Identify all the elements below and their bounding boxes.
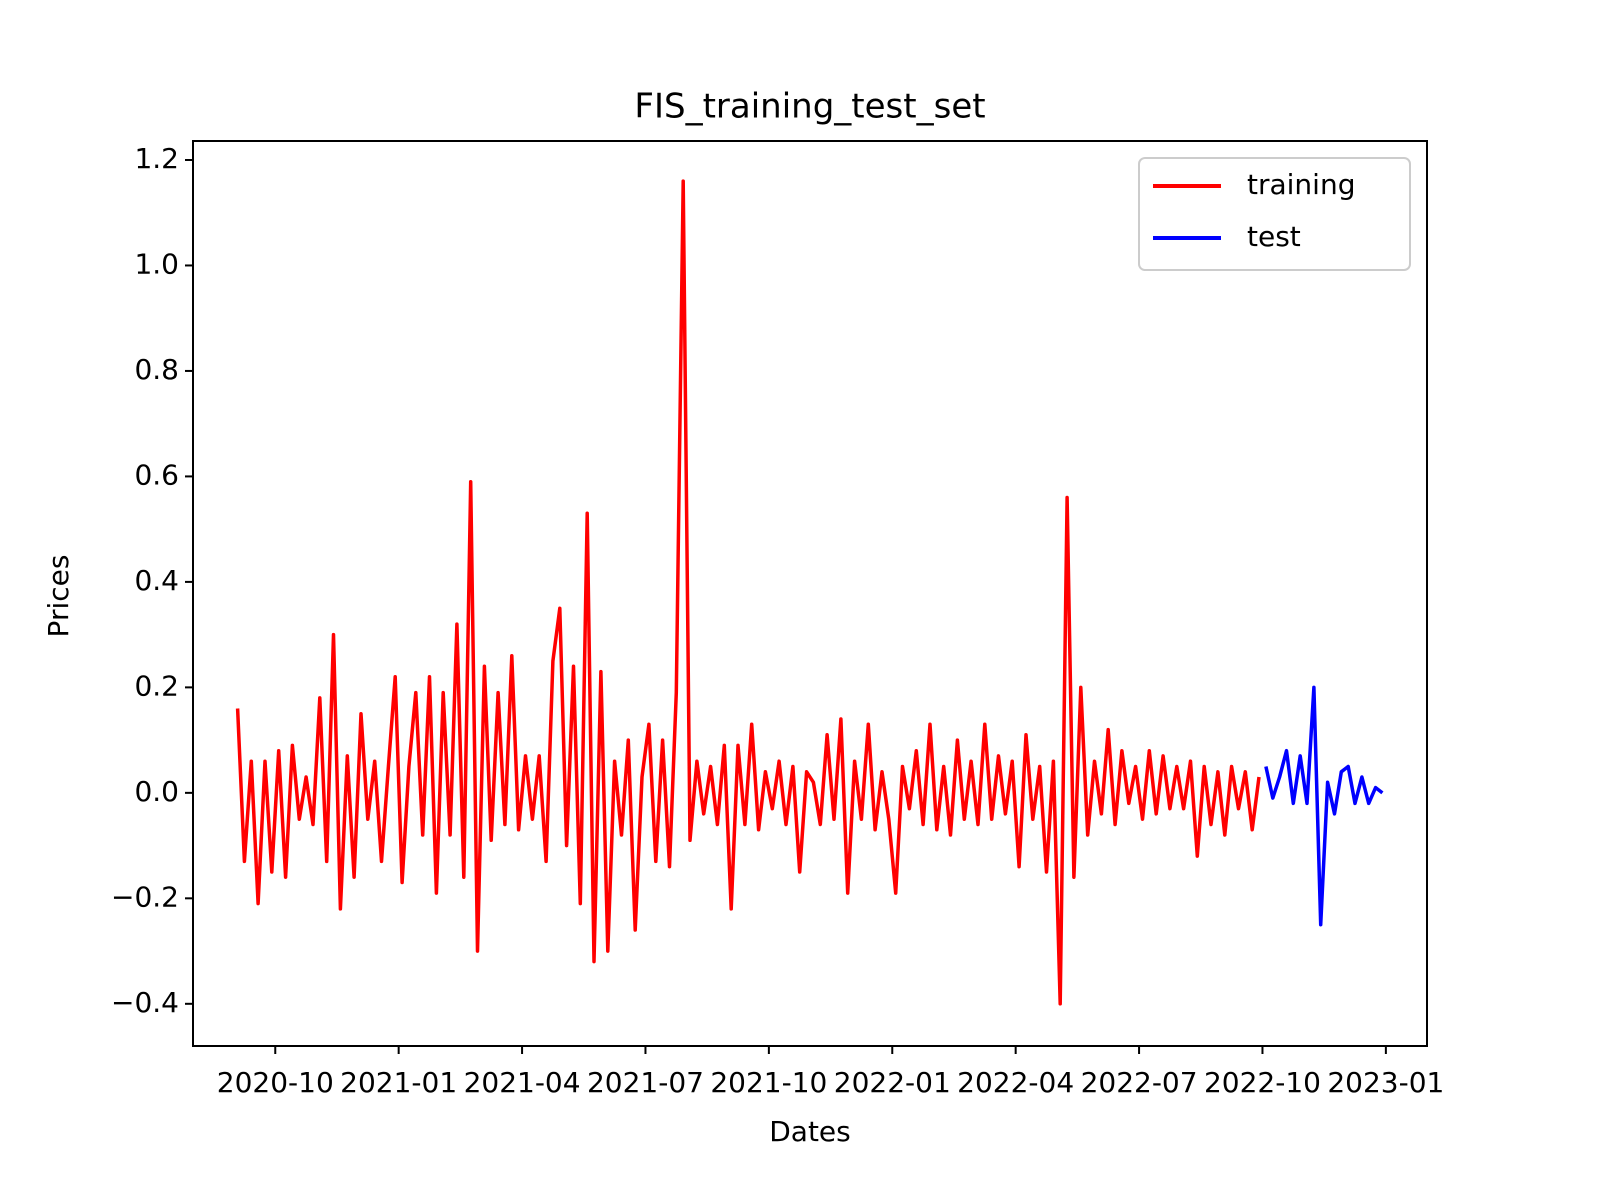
y-tick-label: 0.6 [134, 458, 179, 491]
data-line [235, 179, 1261, 1006]
y-tick-label: 0.8 [134, 353, 179, 386]
x-tick-label: 2022-10 [1204, 1066, 1321, 1099]
data-line [1264, 685, 1384, 927]
x-tick-label: 2021-10 [710, 1066, 827, 1099]
y-tick-label: 0.0 [134, 775, 179, 808]
plot-frame [192, 140, 1428, 1047]
y-tick-label: −0.2 [111, 880, 179, 913]
x-tick-label: 2021-01 [340, 1066, 457, 1099]
y-tick-label: 0.4 [134, 564, 179, 597]
y-tick-label: 1.2 [134, 142, 179, 175]
x-tick-label: 2022-04 [957, 1066, 1074, 1099]
y-tick-label: 1.0 [134, 247, 179, 280]
x-tick-label: 2022-07 [1081, 1066, 1198, 1099]
x-tick-label: 2020-10 [217, 1066, 334, 1099]
x-tick-label: 2021-07 [587, 1066, 704, 1099]
y-tick-label: 0.2 [134, 669, 179, 702]
legend-label: test [1247, 220, 1301, 253]
chart-title: FIS_training_test_set [634, 87, 985, 127]
legend-label: training [1247, 168, 1355, 201]
y-tick-label: −0.4 [111, 986, 179, 1019]
x-axis-label: Dates [769, 1115, 851, 1148]
x-tick-label: 2022-01 [834, 1066, 951, 1099]
x-tick-label: 2021-04 [464, 1066, 581, 1099]
y-axis-label: Prices [42, 555, 75, 638]
x-tick-label: 2023-01 [1327, 1066, 1444, 1099]
